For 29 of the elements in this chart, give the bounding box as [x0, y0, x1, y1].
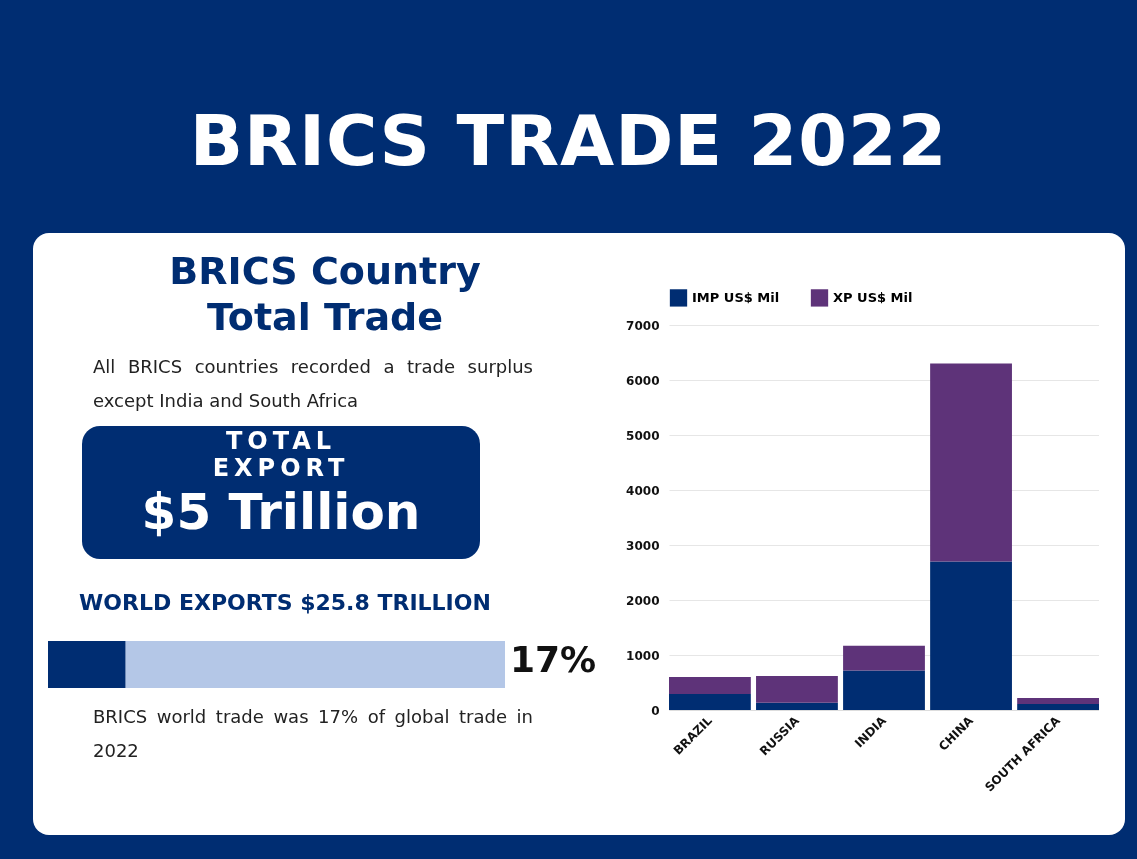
- bar: [669, 677, 751, 695]
- y-tick-label: 5000: [626, 428, 660, 443]
- bar: [1017, 697, 1099, 704]
- bar: [843, 645, 925, 671]
- text: 17%: [510, 639, 597, 680]
- legend-label: XP US$ Mil: [833, 289, 913, 305]
- y-tick-label: 6000: [626, 373, 660, 388]
- y-tick-label: 0: [651, 703, 660, 718]
- bar: [669, 694, 751, 710]
- text: BRICS Country Total Trade: [168, 248, 482, 340]
- text: EXPORT: [211, 454, 351, 482]
- bar: [930, 363, 1012, 562]
- text: BRICS world trade was 17% of global trade in 2022: [93, 705, 533, 763]
- text: $5 Trillion: [140, 482, 422, 542]
- y-tick-label: 1000: [626, 648, 660, 663]
- text: BRICS TRADE 2022: [188, 100, 949, 182]
- y-tick-label: 4000: [626, 483, 660, 498]
- y-tick-label: 2000: [626, 593, 660, 608]
- bar: [756, 675, 838, 703]
- legend-label: IMP US$ Mil: [692, 289, 780, 305]
- bar: [843, 670, 925, 710]
- y-tick-label: 7000: [626, 318, 660, 333]
- bar: [1017, 703, 1099, 710]
- text: All BRICS countries recorded a trade surplus except India and South Africa: [93, 355, 533, 413]
- text: WORLD EXPORTS $25.8 TRILLION: [78, 590, 492, 615]
- bar: [930, 561, 1012, 710]
- y-tick-label: 3000: [626, 538, 660, 553]
- bar: [756, 702, 838, 710]
- text: TOTAL: [224, 427, 338, 455]
